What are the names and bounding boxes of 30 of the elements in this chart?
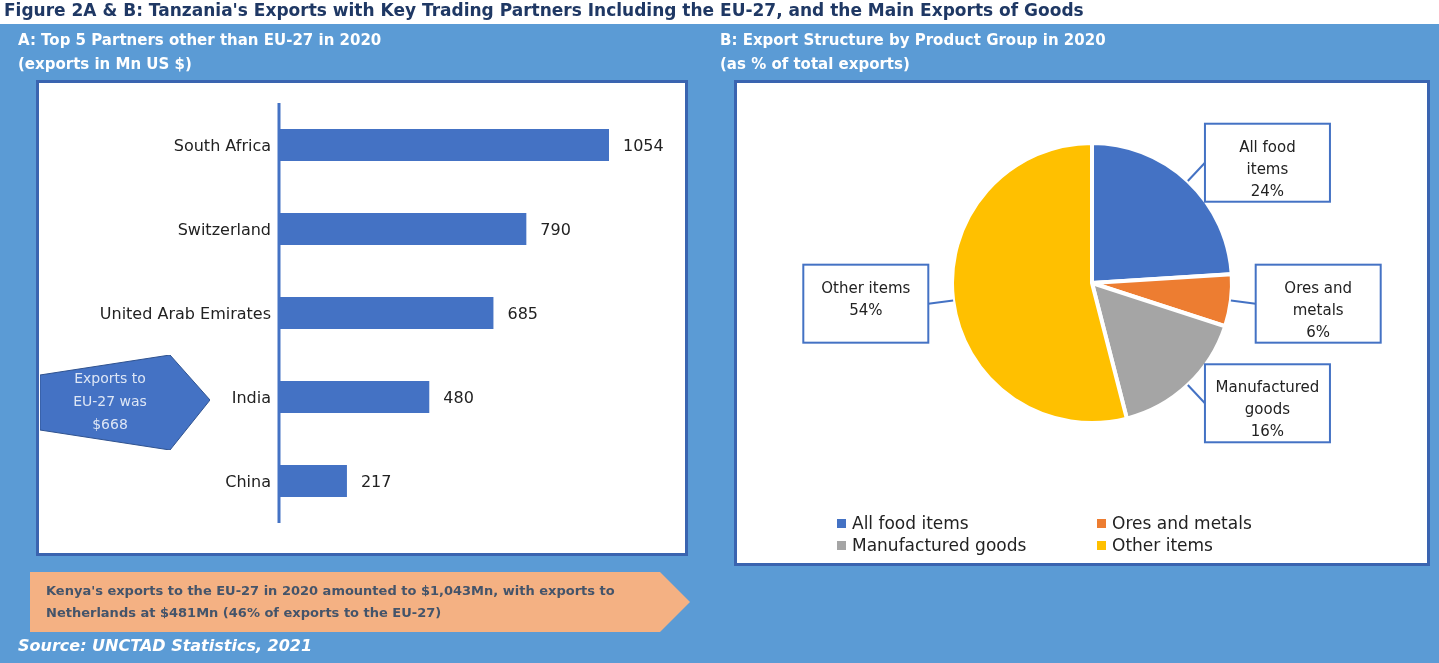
y-tick-label: China xyxy=(225,471,271,491)
chart-subtitle: (as % of total exports) xyxy=(720,54,911,75)
data-label: 24% xyxy=(1250,181,1285,200)
data-label: 1054 xyxy=(623,135,664,155)
slice-label: Other items xyxy=(821,278,911,297)
legend-label: Ores and metals xyxy=(1112,513,1252,533)
y-tick-label: Switzerland xyxy=(177,219,271,239)
arrow-callout: Exports to EU-27 was $668 xyxy=(40,355,210,450)
chart-title: B: Export Structure by Product Group in 2020 xyxy=(720,30,1106,51)
y-tick-label: United Arab Emirates xyxy=(99,303,271,323)
slice-label: Ores and metals xyxy=(1284,278,1353,319)
data-label: 16% xyxy=(1250,422,1285,441)
source-note: Source: UNCTAD Statistics, 2021 xyxy=(18,636,313,655)
legend-label: All food items xyxy=(852,513,969,533)
y-tick-label: India xyxy=(231,387,271,407)
legend-label: Other items xyxy=(1112,535,1213,555)
chart-title: A: Top 5 Partners other than EU-27 in 2020 xyxy=(18,30,382,51)
text: (exports in Mn US $) xyxy=(18,54,193,75)
slice-label: Manufactured goods xyxy=(1215,378,1320,419)
data-label: 217 xyxy=(360,471,392,491)
y-tick-label: South Africa xyxy=(173,135,271,155)
data-label: 6% xyxy=(1306,322,1331,341)
legend-label: Manufactured goods xyxy=(852,535,1027,555)
arrow-banner: Kenya's exports to the EU-27 in 2020 amounted to $1,043Mn, with exports to Netherlands at $481Mn (46% of exports to the EU-27) xyxy=(30,572,690,632)
data-label: 790 xyxy=(540,219,571,239)
caption: Figure 2A & B: Tanzania's Exports with Key Trading Partners Including the EU-27, and the Main Exports of Goods xyxy=(0,0,1439,24)
data-label: 54% xyxy=(849,300,883,319)
slice-label: All food items xyxy=(1239,137,1296,178)
data-label: 480 xyxy=(443,387,474,407)
data-label: 685 xyxy=(507,303,539,323)
